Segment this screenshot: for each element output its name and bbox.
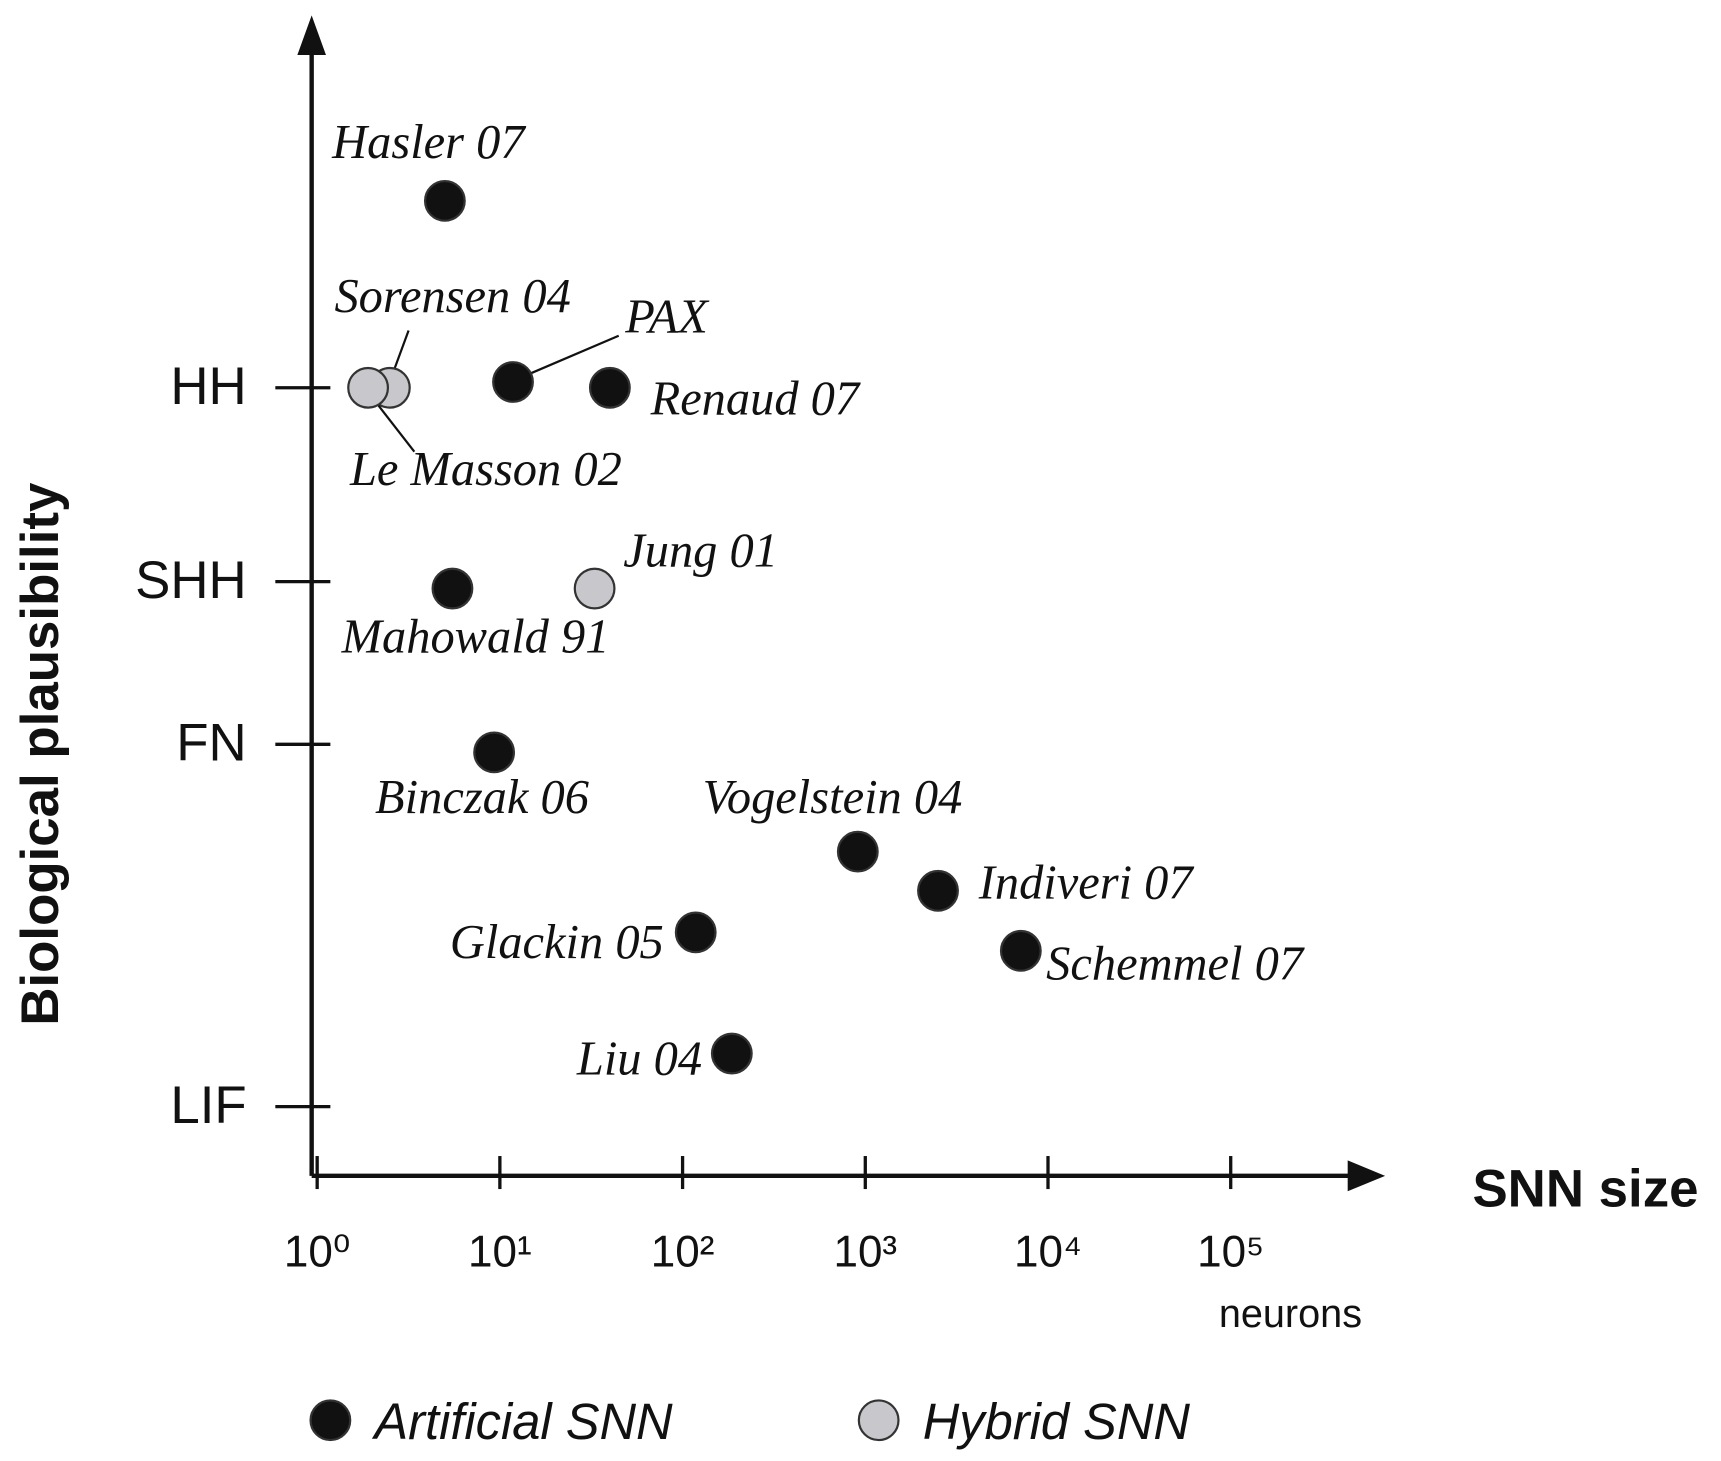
y-axis-arrow — [297, 15, 326, 56]
point — [573, 567, 616, 610]
leader-line — [527, 334, 620, 376]
y-tick-label: HH — [170, 357, 246, 416]
point-label: Sorensen 04 — [334, 270, 570, 323]
x-tick-label: 10⁰ — [284, 1228, 351, 1277]
point — [674, 911, 717, 954]
x-axis-label: SNN size — [1472, 1159, 1698, 1218]
point-label: Jung 01 — [623, 525, 778, 578]
legend-marker — [309, 1399, 352, 1442]
x-tick-label: 10³ — [833, 1228, 897, 1277]
point — [423, 179, 466, 222]
y-tick-label: FN — [176, 713, 246, 772]
y-tick-label: LIF — [170, 1076, 246, 1135]
point — [710, 1032, 753, 1075]
leader-line — [392, 330, 410, 373]
point — [588, 366, 631, 409]
point-label: Le Masson 02 — [349, 443, 622, 496]
point — [473, 731, 516, 774]
point — [492, 361, 534, 403]
x-axis-arrow — [1347, 1160, 1386, 1192]
point — [999, 929, 1042, 972]
legend-label: Artificial SNN — [371, 1393, 673, 1450]
x-tick-label: 10⁵ — [1197, 1228, 1264, 1277]
point — [347, 366, 390, 409]
point-label: Mahowald 91 — [341, 611, 610, 664]
x-axis-unit: neurons — [1219, 1292, 1362, 1336]
point-label: Binczak 06 — [375, 771, 589, 824]
y-axis-label: Biological plausibility — [11, 482, 70, 1026]
point-label: Schemmel 07 — [1046, 938, 1305, 991]
leader-line — [374, 401, 416, 453]
legend-marker — [857, 1399, 900, 1442]
legend-label: Hybrid SNN — [923, 1393, 1191, 1450]
x-tick-label: 10² — [651, 1228, 715, 1277]
point — [431, 567, 474, 610]
point-label: PAX — [624, 291, 710, 344]
point — [917, 869, 959, 912]
point-label: Liu 04 — [576, 1033, 702, 1086]
y-tick-label: SHH — [135, 551, 247, 610]
point-label: Indiveri 07 — [978, 857, 1195, 910]
point-label: Vogelstein 04 — [703, 771, 963, 824]
point-label: Hasler 07 — [331, 116, 526, 169]
x-tick-label: 10⁴ — [1014, 1228, 1082, 1277]
point — [836, 830, 879, 873]
x-tick-label: 10¹ — [468, 1228, 532, 1277]
point-label: Glackin 05 — [450, 916, 664, 969]
point-label: Renaud 07 — [650, 372, 861, 425]
